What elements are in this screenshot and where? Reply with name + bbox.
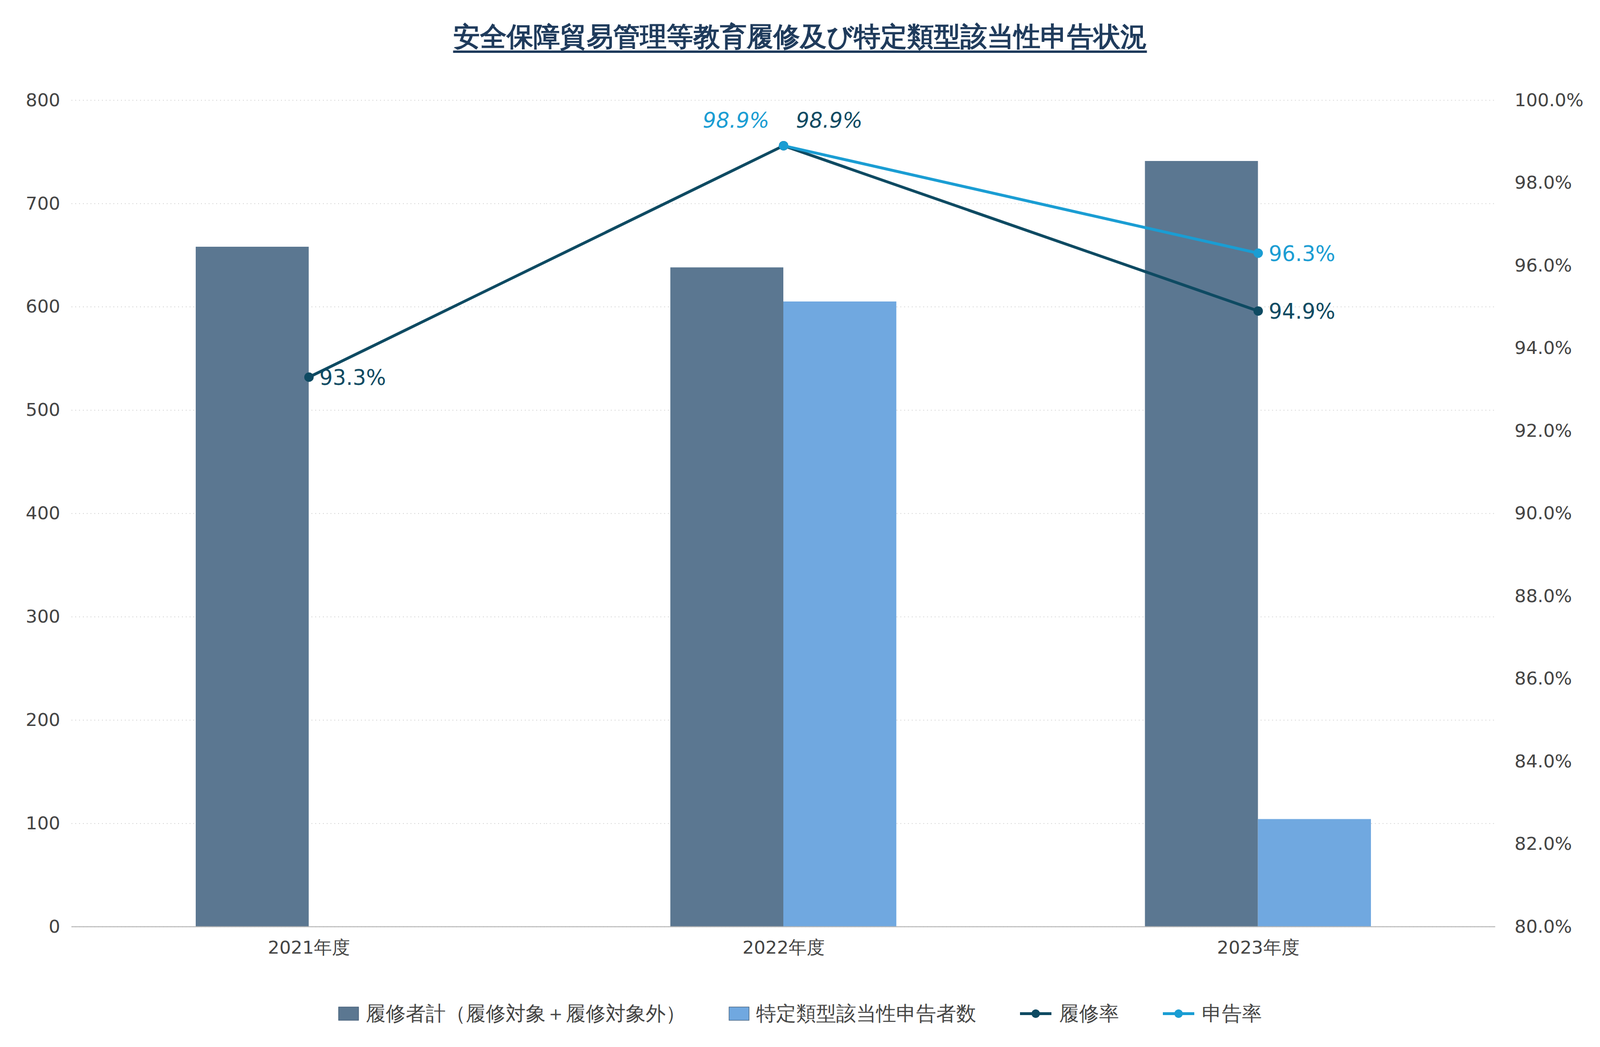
svg-text:2023年度: 2023年度	[1217, 936, 1300, 958]
svg-text:80.0%: 80.0%	[1514, 915, 1573, 937]
html-text:履修者計（履修対象＋履修対象外）: 履修者計（履修対象＋履修対象外）	[365, 1001, 686, 1025]
svg-text:93.3%: 93.3%	[319, 365, 387, 390]
svg-text:94.0%: 94.0%	[1514, 337, 1573, 359]
html-text:申告率: 申告率	[1201, 1001, 1262, 1025]
svg-text:98.9%: 98.9%	[796, 108, 863, 133]
svg-text:700: 700	[25, 192, 61, 214]
svg-text:500: 500	[25, 399, 61, 420]
svg-text:200: 200	[25, 709, 61, 730]
svg-text:600: 600	[25, 295, 61, 317]
svg-text:2022年度: 2022年度	[742, 936, 825, 958]
svg-text:90.0%: 90.0%	[1514, 502, 1573, 524]
svg-text:86.0%: 86.0%	[1514, 667, 1573, 689]
svg-text:100.0%: 100.0%	[1514, 89, 1584, 111]
svg-text:800: 800	[25, 89, 61, 111]
svg-text:2021年度: 2021年度	[267, 936, 350, 958]
svg-text:0: 0	[48, 915, 60, 937]
html-text:安全保障貿易管理等教育履修及び特定類型該当性申告状況: 安全保障貿易管理等教育履修及び特定類型該当性申告状況	[453, 20, 1147, 52]
svg-text:98.9%: 98.9%	[702, 108, 770, 133]
html-text:履修率: 履修率	[1059, 1001, 1120, 1025]
svg-text:94.9%: 94.9%	[1268, 299, 1336, 324]
svg-text:300: 300	[25, 605, 61, 627]
svg-text:88.0%: 88.0%	[1514, 585, 1573, 607]
svg-text:98.0%: 98.0%	[1514, 171, 1573, 193]
svg-text:96.0%: 96.0%	[1514, 254, 1573, 276]
svg-text:100: 100	[25, 812, 61, 834]
svg-text:400: 400	[25, 502, 61, 524]
svg-text:84.0%: 84.0%	[1514, 750, 1573, 772]
svg-text:96.3%: 96.3%	[1268, 241, 1336, 266]
html-text:特定類型該当性申告者数: 特定類型該当性申告者数	[756, 1001, 977, 1025]
svg-text:92.0%: 92.0%	[1514, 420, 1573, 441]
svg-text:82.0%: 82.0%	[1514, 832, 1573, 854]
